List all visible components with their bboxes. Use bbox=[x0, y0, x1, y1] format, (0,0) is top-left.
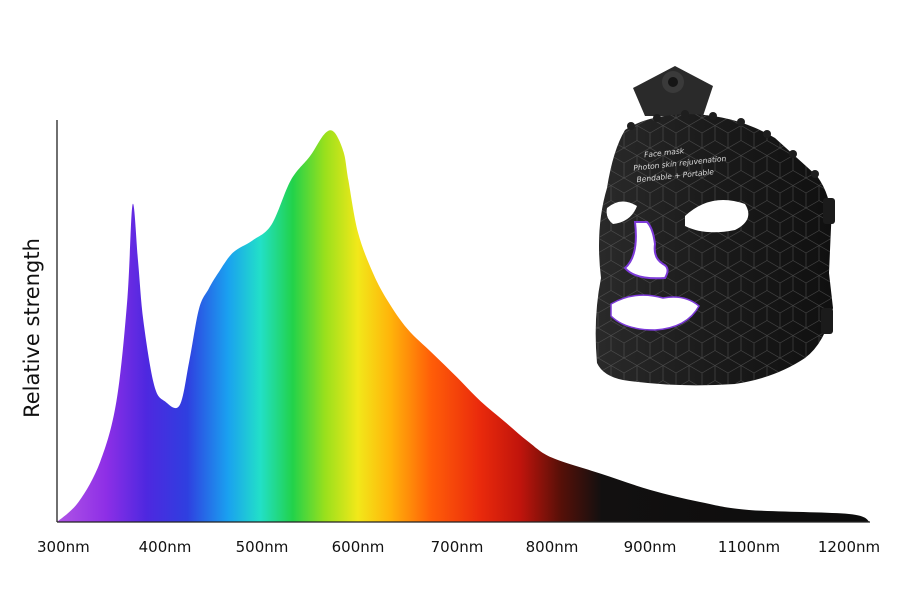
spectrum-area bbox=[57, 130, 870, 522]
x-tick-label: 800nm bbox=[526, 538, 579, 556]
mask-nose-cutout bbox=[623, 221, 669, 280]
x-tick-label: 600nm bbox=[332, 538, 385, 556]
x-tick-label: 1200nm bbox=[818, 538, 880, 556]
mask-eye-right bbox=[685, 200, 749, 233]
x-tick-label: 300nm bbox=[37, 538, 90, 556]
mask-text-line-1: Face mask bbox=[644, 146, 686, 159]
mask-eye-left bbox=[606, 201, 637, 224]
led-face-mask-image: Face mask Photon skin rejuvenation Benda… bbox=[595, 66, 835, 386]
x-tick-label: 500nm bbox=[236, 538, 289, 556]
mask-control-knob bbox=[633, 66, 713, 116]
mask-side-strap bbox=[823, 198, 835, 224]
x-tick-label: 700nm bbox=[431, 538, 484, 556]
mask-side-strap bbox=[821, 308, 833, 334]
y-axis-label: Relative strength bbox=[20, 238, 44, 418]
mask-edge-bumps bbox=[627, 110, 819, 178]
x-tick-label: 900nm bbox=[624, 538, 677, 556]
x-tick-label: 400nm bbox=[139, 538, 192, 556]
x-tick-label: 1100nm bbox=[718, 538, 780, 556]
mask-mouth-cutout bbox=[610, 294, 700, 331]
